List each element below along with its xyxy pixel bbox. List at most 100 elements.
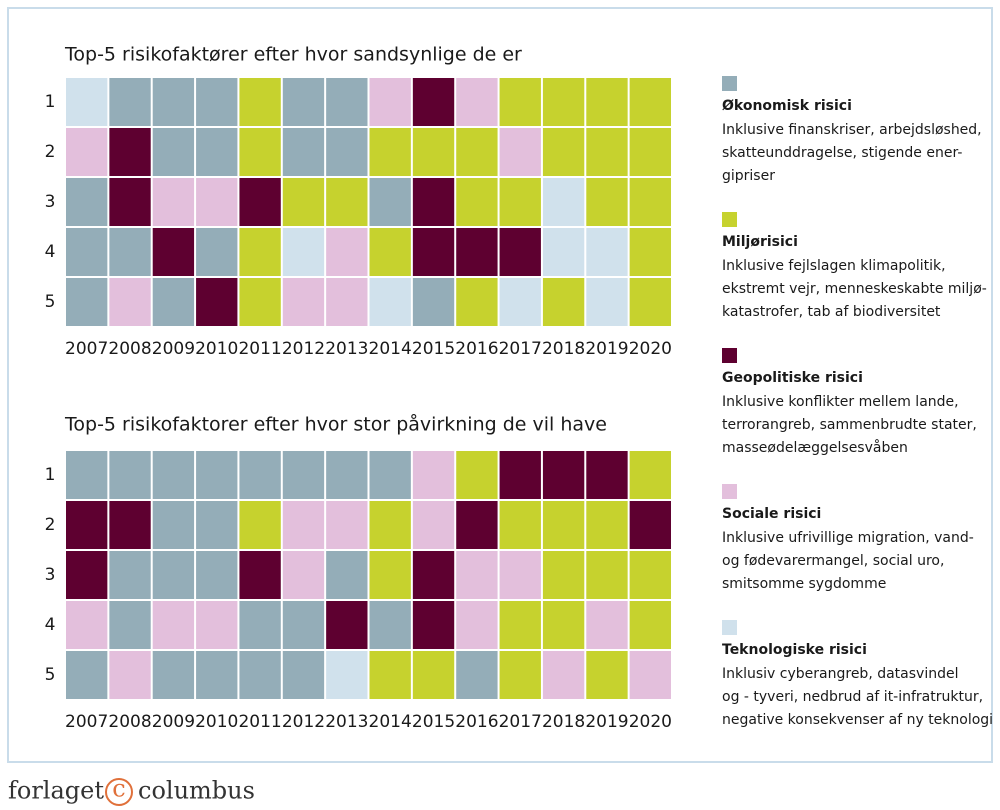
grid-cell — [412, 651, 455, 699]
x-tick-label: 2010 — [195, 339, 238, 359]
legend-description: skatteunddragelse, stigende ener- — [722, 145, 962, 161]
grid-cell — [369, 128, 411, 176]
row-label: 2 — [45, 515, 56, 535]
x-tick-label: 2015 — [412, 339, 455, 359]
grid-cell — [369, 651, 411, 699]
legend-name: Miljørisici — [722, 234, 798, 250]
x-tick-label: 2009 — [152, 712, 195, 732]
grid-cell — [109, 78, 151, 126]
grid-cell — [66, 178, 108, 226]
grid-cell — [456, 178, 498, 226]
legend-swatch — [722, 212, 737, 227]
grid-cell — [239, 178, 281, 226]
grid-cell — [282, 78, 325, 126]
x-tick-label: 2012 — [282, 339, 325, 359]
grid-cell — [109, 551, 151, 599]
grid-cell — [239, 551, 281, 599]
grid-cell — [66, 551, 108, 599]
grid-cell — [152, 501, 195, 549]
footer-text: columbus — [138, 777, 255, 805]
grid-cell — [282, 501, 325, 549]
grid-cell — [629, 651, 671, 699]
x-tick-label: 2020 — [629, 339, 672, 359]
grid-cell — [542, 278, 585, 326]
row-label: 5 — [45, 665, 56, 685]
grid-cell — [196, 128, 238, 176]
grid-cell — [152, 278, 195, 326]
grid-cell — [196, 451, 238, 499]
legend-description: katastrofer, tab af biodiversitet — [722, 304, 941, 320]
legend-name: Teknologiske risici — [722, 642, 867, 658]
grid-cell — [66, 451, 108, 499]
row-label: 4 — [45, 242, 56, 262]
grid-cell — [66, 78, 108, 126]
grid-cell — [629, 601, 671, 649]
row-label: 3 — [45, 565, 56, 585]
legend-description: ekstremt vejr, menneskeskabte miljø- — [722, 281, 987, 297]
grid-cell — [542, 78, 585, 126]
grid-cell — [66, 278, 108, 326]
grid-cell — [196, 501, 238, 549]
grid-cell — [412, 601, 455, 649]
grid-cell — [412, 178, 455, 226]
grid-cell — [586, 451, 628, 499]
grid-cell — [586, 551, 628, 599]
grid-cell — [239, 601, 281, 649]
grid-cell — [239, 451, 281, 499]
legend-name: Økonomisk risici — [722, 98, 852, 114]
grid-cell — [196, 551, 238, 599]
grid-cell — [152, 78, 195, 126]
grid-cell — [152, 178, 195, 226]
grid-cell — [586, 651, 628, 699]
grid-cell — [369, 551, 411, 599]
legend-name: Sociale risici — [722, 506, 821, 522]
grid-cell — [499, 78, 541, 126]
grid-cell — [456, 228, 498, 276]
grid-cell — [66, 601, 108, 649]
legend-description: negative konsekvenser af ny teknologi — [722, 712, 993, 728]
legend-description: masseødelæggelsesvåben — [722, 439, 908, 456]
grid-cell — [412, 128, 455, 176]
legend-description: Inklusive finanskriser, arbejdsløshed, — [722, 122, 982, 138]
grid-cell — [542, 501, 585, 549]
grid-cell — [499, 228, 541, 276]
grid-cell — [196, 651, 238, 699]
row-label: 5 — [45, 292, 56, 312]
row-label: 1 — [45, 92, 56, 112]
grid-cell — [109, 128, 151, 176]
grid-cell — [629, 451, 671, 499]
grid-cell — [66, 228, 108, 276]
grid-cell — [586, 128, 628, 176]
grid-cell — [152, 228, 195, 276]
grid-cell — [196, 278, 238, 326]
grid-cell — [196, 178, 238, 226]
grid-cell — [412, 228, 455, 276]
grid-cell — [109, 178, 151, 226]
grid-cell — [239, 278, 281, 326]
grid-cell — [109, 278, 151, 326]
grid-cell — [499, 651, 541, 699]
grid-cell — [499, 601, 541, 649]
grid-cell — [109, 228, 151, 276]
grid-cell — [629, 78, 671, 126]
row-label: 2 — [45, 142, 56, 162]
grid-cell — [282, 278, 325, 326]
grid-cell — [456, 278, 498, 326]
footer-text: forlaget — [8, 777, 104, 805]
grid-cell — [66, 128, 108, 176]
grid-cell — [282, 128, 325, 176]
grid-cell — [542, 228, 585, 276]
grid-cell — [326, 501, 368, 549]
x-tick-label: 2019 — [585, 339, 628, 359]
x-tick-label: 2020 — [629, 712, 672, 732]
grid-cell — [586, 178, 628, 226]
legend-description: smitsomme sygdomme — [722, 576, 886, 592]
grid-cell — [152, 128, 195, 176]
grid-cell — [152, 651, 195, 699]
grid-cell — [629, 128, 671, 176]
grid-cell — [326, 451, 368, 499]
grid-cell — [369, 178, 411, 226]
grid-cell — [586, 278, 628, 326]
grid-cell — [629, 501, 671, 549]
grid-cell — [326, 278, 368, 326]
